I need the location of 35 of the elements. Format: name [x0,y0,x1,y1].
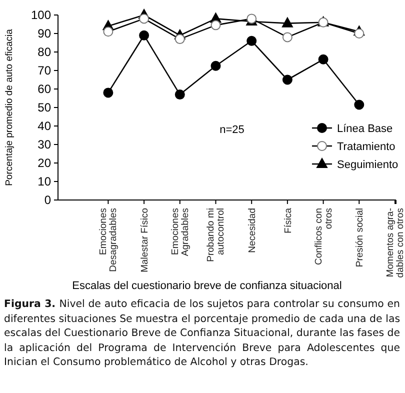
y-tick-label: 90 [38,26,52,41]
y-tick-label: 100 [30,8,52,22]
annotation: n=25 [220,124,244,136]
legend-label: Línea Base [337,122,393,135]
y-tick-label: 30 [38,138,52,152]
x-axis-title: Escalas del cuestionario breve de confianza situacional [72,280,342,292]
point [246,36,257,46]
y-axis-title: Porcentaje promedio de auto eficacia [4,28,15,186]
x-tick-label: Probando mi autocontrol [206,208,227,262]
y-tick-label: 70 [38,64,52,78]
point [282,17,293,28]
y-tick-label: 40 [38,119,52,134]
point [139,30,150,40]
x-tick-label: Emociones Desagradables [98,208,120,272]
point [210,60,221,71]
y-tick-label: 20 [38,156,52,170]
x-tick-label: Física [282,207,294,234]
point [174,90,185,100]
point [103,88,114,98]
y-tick-label: 60 [38,82,52,96]
x-tick-label: Malestar Físico [140,208,151,272]
point [318,54,328,64]
y-tick-label: 50 [38,100,52,115]
point [354,100,364,110]
x-tick-label: Necesidad [247,208,258,253]
x-tick-label: Emociones Agradables [170,208,191,256]
y-tick-label: 80 [38,45,52,60]
legend-label: Tratamiento [337,140,396,153]
text: Figura 3. [4,299,57,310]
x-tick-label: Conflicos con otros [313,208,334,266]
y-tick-label: 10 [38,174,52,189]
x-tick-label: Presión social [354,208,366,268]
point [282,74,292,85]
legend-label: Seguimiento [337,158,398,171]
y-tick-label: 0 [44,193,52,208]
